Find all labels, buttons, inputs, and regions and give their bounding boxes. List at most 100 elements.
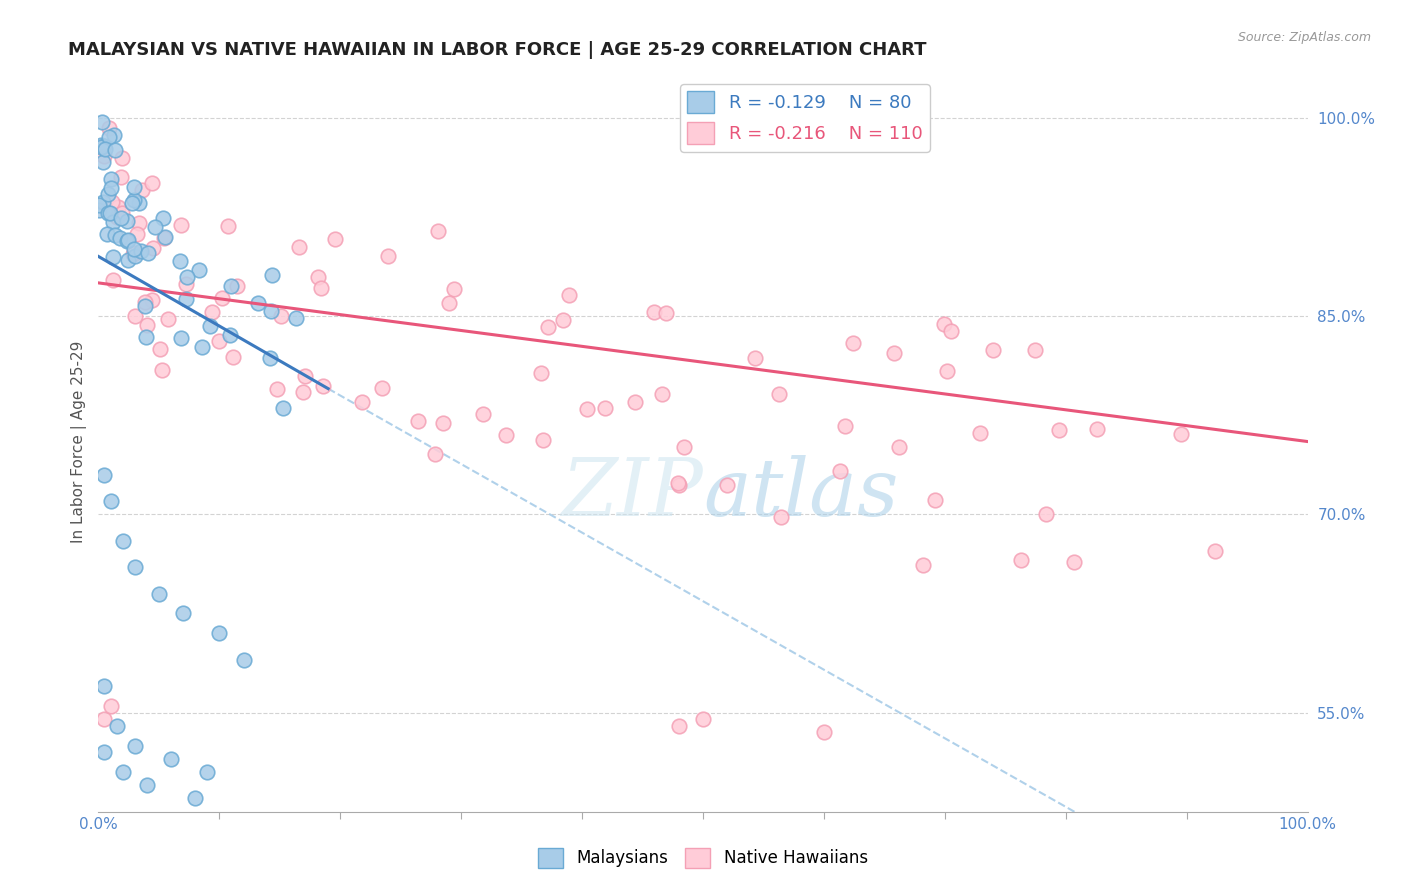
Point xyxy=(716,478,738,492)
Point xyxy=(1204,543,1226,558)
Text: MALAYSIAN VS NATIVE HAWAIIAN IN LABOR FORCE | AGE 25-29 CORRELATION CHART: MALAYSIAN VS NATIVE HAWAIIAN IN LABOR FO… xyxy=(69,41,927,59)
Point xyxy=(287,239,309,253)
Point xyxy=(924,493,946,508)
Point xyxy=(1024,343,1046,357)
Point xyxy=(260,303,283,318)
Point xyxy=(101,194,124,209)
Point xyxy=(309,280,332,294)
Point xyxy=(174,277,197,292)
Point xyxy=(294,369,316,384)
Point xyxy=(153,231,176,245)
Point xyxy=(744,351,766,366)
Point xyxy=(350,395,373,409)
Point xyxy=(371,380,394,394)
Point xyxy=(110,170,132,185)
Point xyxy=(93,467,115,482)
Point xyxy=(1170,427,1192,442)
Text: Source: ZipAtlas.com: Source: ZipAtlas.com xyxy=(1237,31,1371,45)
Point xyxy=(97,186,120,201)
Point xyxy=(93,149,115,163)
Point xyxy=(307,269,329,284)
Point xyxy=(136,246,159,260)
Point xyxy=(531,433,554,447)
Point xyxy=(100,172,122,186)
Point xyxy=(219,278,242,293)
Point xyxy=(98,206,121,220)
Point xyxy=(259,351,281,366)
Point xyxy=(122,193,145,207)
Point xyxy=(124,249,146,263)
Point xyxy=(101,250,124,264)
Point xyxy=(472,407,495,421)
Point xyxy=(208,626,231,640)
Point xyxy=(311,378,333,392)
Point xyxy=(100,181,122,195)
Point xyxy=(643,305,665,319)
Point xyxy=(128,196,150,211)
Point xyxy=(174,292,197,306)
Point xyxy=(495,428,517,442)
Point xyxy=(285,310,308,325)
Point xyxy=(97,206,120,220)
Point xyxy=(152,211,174,226)
Point xyxy=(93,679,115,693)
Point xyxy=(443,282,465,296)
Point xyxy=(575,401,598,416)
Point xyxy=(91,194,114,209)
Point xyxy=(208,334,231,348)
Point xyxy=(100,698,122,713)
Point xyxy=(769,510,792,524)
Point xyxy=(124,739,146,753)
Point xyxy=(271,401,294,415)
Point xyxy=(104,228,127,243)
Point xyxy=(150,362,173,376)
Point xyxy=(439,295,461,310)
Point xyxy=(90,114,112,128)
Point xyxy=(135,330,157,344)
Text: atlas: atlas xyxy=(703,455,898,533)
Legend: R = -0.129    N = 80, R = -0.216    N = 110: R = -0.129 N = 80, R = -0.216 N = 110 xyxy=(681,84,929,152)
Point xyxy=(111,151,134,165)
Point xyxy=(124,242,146,256)
Point xyxy=(432,417,454,431)
Point xyxy=(983,343,1005,357)
Point xyxy=(87,198,110,212)
Point xyxy=(883,346,905,360)
Point xyxy=(142,241,165,255)
Point xyxy=(94,142,117,156)
Point xyxy=(103,128,125,142)
Point xyxy=(939,324,962,338)
Point xyxy=(121,195,143,210)
Point xyxy=(98,121,121,136)
Point xyxy=(98,130,121,145)
Point xyxy=(668,719,690,733)
Point xyxy=(104,143,127,157)
Point xyxy=(117,252,139,267)
Point xyxy=(149,343,172,357)
Point xyxy=(91,154,114,169)
Point xyxy=(406,414,429,428)
Point xyxy=(110,211,132,226)
Point xyxy=(232,653,254,667)
Point xyxy=(141,176,163,190)
Point xyxy=(270,309,292,323)
Point xyxy=(219,327,242,342)
Point xyxy=(323,232,346,246)
Point xyxy=(115,234,138,248)
Point xyxy=(131,183,153,197)
Point xyxy=(1047,423,1070,437)
Point xyxy=(530,366,553,380)
Point xyxy=(96,227,118,242)
Point xyxy=(160,752,183,766)
Point xyxy=(1035,507,1057,521)
Text: ZIP: ZIP xyxy=(561,455,703,533)
Point xyxy=(623,395,645,409)
Point xyxy=(117,214,139,228)
Point xyxy=(222,350,245,364)
Point xyxy=(110,230,132,244)
Point xyxy=(537,320,560,334)
Point xyxy=(842,336,865,351)
Point xyxy=(105,210,128,224)
Point xyxy=(191,340,214,354)
Point xyxy=(135,778,157,792)
